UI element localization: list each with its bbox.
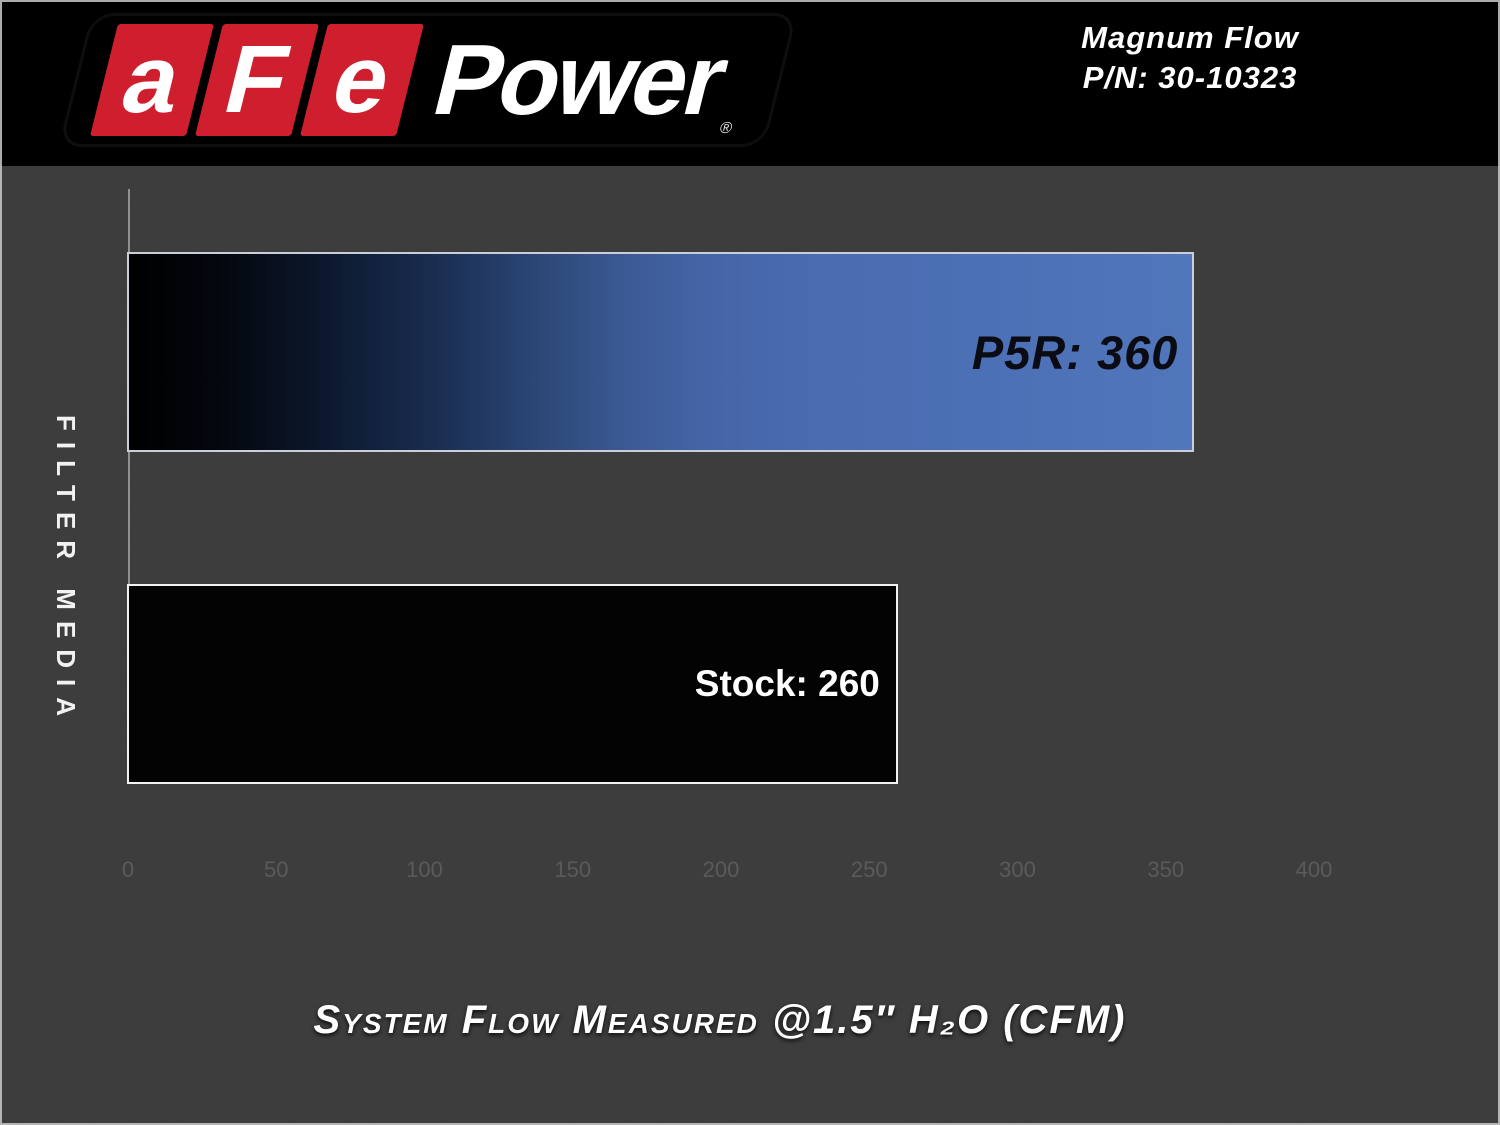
afe-power-logo: a F e Power ® <box>62 16 794 144</box>
bar-p5r-value-label: P5R: 360 <box>971 325 1179 379</box>
logo-letter-block-e: e <box>300 24 424 136</box>
x-tick-label: 100 <box>406 857 443 882</box>
bar-stock-value-label: Stock: 260 <box>694 663 880 704</box>
x-tick-label: 300 <box>999 857 1036 882</box>
product-line-name: Magnum Flow <box>1081 20 1299 55</box>
gridline <box>1017 189 1019 783</box>
logo-letter-block-a: a <box>90 24 214 136</box>
x-tick-label: 250 <box>850 857 888 882</box>
gridline <box>276 189 278 783</box>
gridline <box>1165 189 1167 783</box>
x-tick-label: 400 <box>1295 857 1333 882</box>
x-tick-label: 350 <box>1147 857 1185 882</box>
gridline <box>572 189 574 783</box>
product-info: Magnum Flow P/N: 30-10323 <box>1030 18 1350 98</box>
header-banner: a F e Power ® Magnum Flow P/N: 30-10323 <box>0 0 1500 166</box>
x-tick-label: 0 <box>121 857 135 882</box>
zero-axis-line <box>128 189 130 783</box>
gridline <box>869 189 871 783</box>
x-tick-label: 50 <box>264 857 289 882</box>
logo-word-power: Power <box>423 24 737 136</box>
bar-p5r: P5R: 360 <box>127 252 1195 452</box>
y-axis-title: FILTER MEDIA <box>51 415 81 728</box>
bar-stock: Stock: 260 <box>127 584 898 784</box>
gridline <box>1314 189 1315 783</box>
logo-letter-block-f: F <box>195 24 319 136</box>
logo-letter-f: F <box>214 26 300 133</box>
registered-trademark-icon: ® <box>717 120 734 137</box>
x-tick-label: 200 <box>702 857 740 882</box>
logo-letter-a: a <box>112 26 193 133</box>
product-part-number: P/N: 30-10323 <box>1082 60 1298 95</box>
x-tick-label: 150 <box>554 857 592 882</box>
logo-letter-e: e <box>322 26 403 133</box>
gridline <box>424 189 426 783</box>
x-axis-caption: System Flow Measured @1.5″ H₂O (CFM) <box>313 998 1127 1042</box>
gridline <box>721 189 722 783</box>
